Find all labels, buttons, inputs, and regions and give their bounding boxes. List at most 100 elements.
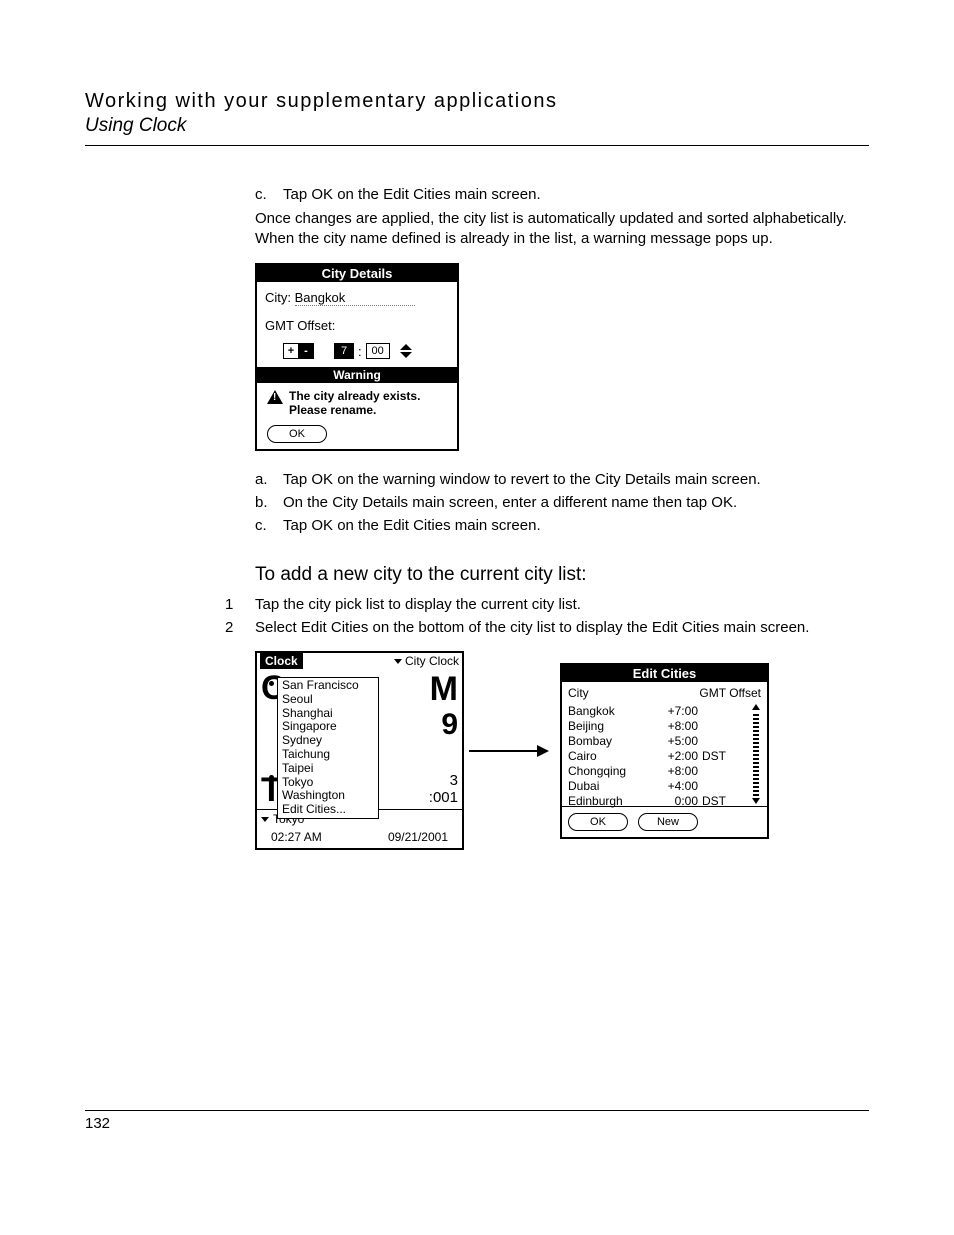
list-item: b. On the City Details main screen, ente… (255, 494, 869, 511)
list-text: Tap the city pick list to display the cu… (255, 596, 581, 613)
ok-button[interactable]: OK (267, 425, 327, 443)
list-letter: b. (255, 494, 283, 511)
bullet-icon (269, 775, 274, 780)
city-cell: Cairo (568, 749, 638, 764)
city-cell: Bombay (568, 734, 638, 749)
scroll-up-icon[interactable] (752, 704, 760, 710)
list-item: a. Tap OK on the warning window to rever… (255, 471, 869, 488)
paragraph: Once changes are applied, the city list … (255, 209, 869, 248)
gmt-offset-label: GMT Offset: (265, 318, 449, 333)
table-row[interactable]: Dubai+4:00 (568, 779, 749, 794)
bullet-icon (269, 681, 274, 686)
page-title: Working with your supplementary applicat… (85, 90, 869, 113)
offset-cell: +4:00 (638, 779, 698, 794)
list-item: c. Tap OK on the Edit Cities main screen… (255, 517, 869, 534)
page-subtitle: Using Clock (85, 115, 869, 137)
section-heading: To add a new city to the current city li… (255, 564, 869, 586)
table-row[interactable]: Bombay+5:00 (568, 734, 749, 749)
list-text: Tap OK on the Edit Cities main screen. (283, 186, 541, 203)
table-row[interactable]: Bangkok+7:00 (568, 704, 749, 719)
city-value[interactable]: Bangkok (295, 290, 415, 306)
dst-cell (698, 719, 732, 734)
warning-title: Warning (257, 367, 457, 383)
header-rule (85, 145, 869, 146)
warning-line-2: Please rename. (289, 403, 420, 417)
offset-cell: +2:00 (638, 749, 698, 764)
warning-icon (267, 390, 283, 404)
table-row[interactable]: Edinburgh0:00DST (568, 794, 749, 809)
city-pick-list[interactable]: San Francisco Seoul Shanghai Singapore S… (277, 677, 379, 819)
clock-menu[interactable]: City Clock (394, 654, 459, 668)
scrollbar[interactable] (751, 704, 761, 804)
spin-down-icon[interactable] (400, 352, 412, 358)
city-label: City: (265, 290, 291, 305)
time-colon: : (358, 344, 362, 359)
arrow-right-icon (464, 741, 554, 761)
clock-date: 09/21/2001 (388, 830, 448, 844)
city-cell: Edinburgh (568, 794, 638, 809)
pick-list-item[interactable]: Tokyo (278, 776, 378, 790)
city-cell: Beijing (568, 719, 638, 734)
footer-rule (85, 1110, 869, 1111)
scroll-down-icon[interactable] (752, 798, 760, 804)
list-item: c. Tap OK on the Edit Cities main screen… (255, 186, 869, 203)
city-details-dialog: City Details City: Bangkok GMT Offset: +… (255, 263, 459, 451)
edit-cities-list[interactable]: Bangkok+7:00 Beijing+8:00 Bombay+5:00 Ca… (568, 704, 749, 809)
pick-list-item[interactable]: Edit Cities... (278, 803, 378, 817)
new-button[interactable]: New (638, 813, 698, 831)
list-number: 2 (225, 619, 255, 636)
pick-list-item[interactable]: Taichung (278, 748, 378, 762)
spinner[interactable] (400, 344, 412, 358)
table-row[interactable]: Cairo+2:00DST (568, 749, 749, 764)
dst-cell: DST (698, 794, 732, 809)
dst-cell: DST (698, 749, 732, 764)
bg-3: 3 (450, 773, 458, 790)
pick-list-item[interactable]: Taipei (278, 762, 378, 776)
warning-line-1: The city already exists. (289, 389, 420, 403)
dst-cell (698, 734, 732, 749)
pick-list-item[interactable]: San Francisco (278, 679, 378, 693)
edit-cities-screen: Edit Cities City GMT Offset Bangkok+7:00… (560, 663, 769, 839)
offset-cell: +7:00 (638, 704, 698, 719)
pick-list-item[interactable]: Sydney (278, 734, 378, 748)
scroll-track[interactable] (753, 712, 759, 796)
gmt-offset-controls: + - 7 : 00 (265, 343, 449, 359)
list-text: Tap OK on the Edit Cities main screen. (283, 517, 541, 534)
pick-list-item[interactable]: Singapore (278, 720, 378, 734)
table-row[interactable]: Chongqing+8:00 (568, 764, 749, 779)
edit-cities-title: Edit Cities (562, 665, 767, 682)
offset-cell: +8:00 (638, 719, 698, 734)
offset-cell: 0:00 (638, 794, 698, 809)
list-text: Select Edit Cities on the bottom of the … (255, 619, 809, 636)
spin-up-icon[interactable] (400, 344, 412, 350)
pick-list-item[interactable]: Washington (278, 789, 378, 803)
chevron-down-icon[interactable] (261, 817, 269, 822)
pick-list-item[interactable]: Shanghai (278, 707, 378, 721)
city-cell: Chongqing (568, 764, 638, 779)
hours-field[interactable]: 7 (334, 343, 354, 359)
bg-9: 9 (441, 708, 458, 741)
list-letter: c. (255, 517, 283, 534)
clock-title: Clock (260, 653, 303, 669)
list-letter: c. (255, 186, 283, 203)
screens-row: Clock City Clock C M 9 T 3 :001 (255, 651, 869, 850)
minutes-field[interactable]: 00 (366, 343, 390, 359)
dst-cell (698, 764, 732, 779)
offset-cell: +5:00 (638, 734, 698, 749)
warning-row: The city already exists. Please rename. (265, 387, 449, 423)
city-cell: Dubai (568, 779, 638, 794)
list-text: On the City Details main screen, enter a… (283, 494, 737, 511)
column-header-city: City (568, 686, 589, 700)
ok-button[interactable]: OK (568, 813, 628, 831)
list-text: Tap OK on the warning window to revert t… (283, 471, 761, 488)
dst-cell (698, 779, 732, 794)
minus-button[interactable]: - (299, 344, 313, 358)
offset-cell: +8:00 (638, 764, 698, 779)
plus-button[interactable]: + (284, 344, 299, 358)
city-cell: Bangkok (568, 704, 638, 719)
clock-menu-label: City Clock (405, 654, 459, 668)
table-row[interactable]: Beijing+8:00 (568, 719, 749, 734)
pick-list-item[interactable]: Seoul (278, 693, 378, 707)
page-number: 132 (85, 1115, 869, 1132)
bg-001: :001 (429, 790, 458, 807)
